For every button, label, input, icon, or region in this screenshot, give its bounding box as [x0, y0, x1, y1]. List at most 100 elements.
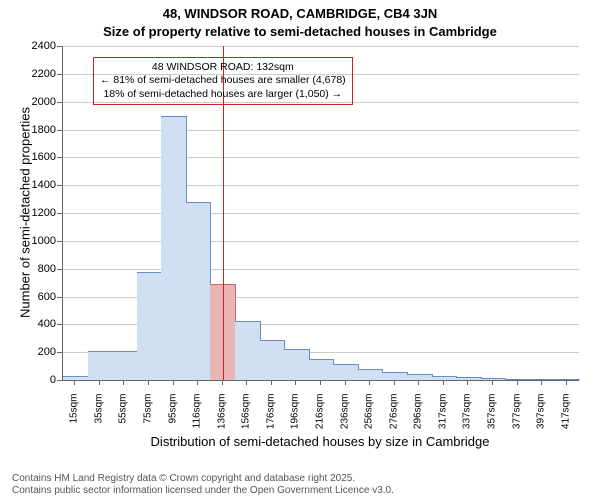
x-tick-mark — [467, 380, 468, 385]
x-tick-mark — [222, 380, 223, 385]
x-tick-mark — [148, 380, 149, 385]
x-tick-label: 296sqm — [413, 394, 424, 434]
x-tick-mark — [492, 380, 493, 385]
x-tick-label: 95sqm — [167, 394, 178, 434]
x-tick-label: 35sqm — [93, 394, 104, 434]
y-tick-mark — [57, 352, 62, 353]
x-tick-mark — [295, 380, 296, 385]
grid-line — [63, 46, 579, 47]
y-tick-label: 0 — [50, 374, 56, 386]
title-line-1: 48, WINDSOR ROAD, CAMBRIDGE, CB4 3JN — [0, 6, 600, 21]
y-tick-mark — [57, 102, 62, 103]
grid-line — [63, 241, 579, 242]
histogram-bar — [235, 321, 261, 380]
x-tick-label: 337sqm — [462, 394, 473, 434]
y-tick-mark — [57, 157, 62, 158]
annotation-line: ← 81% of semi-detached houses are smalle… — [100, 74, 346, 87]
x-tick-label: 377sqm — [511, 394, 522, 434]
x-tick-label: 216sqm — [315, 394, 326, 434]
y-tick-mark — [57, 269, 62, 270]
x-tick-mark — [74, 380, 75, 385]
y-tick-label: 1800 — [32, 124, 56, 136]
x-tick-mark — [271, 380, 272, 385]
histogram-bar — [161, 116, 187, 380]
annotation-line: 18% of semi-detached houses are larger (… — [100, 88, 346, 101]
y-tick-label: 1200 — [32, 207, 56, 219]
y-tick-mark — [57, 213, 62, 214]
y-tick-label: 1400 — [32, 179, 56, 191]
x-tick-label: 156sqm — [241, 394, 252, 434]
y-tick-mark — [57, 46, 62, 47]
x-tick-mark — [320, 380, 321, 385]
y-tick-label: 200 — [38, 346, 56, 358]
x-tick-label: 357sqm — [487, 394, 498, 434]
chart-container: { "title": { "line1": "48, WINDSOR ROAD,… — [0, 0, 600, 500]
y-tick-mark — [57, 130, 62, 131]
y-tick-label: 800 — [38, 263, 56, 275]
histogram-bar — [382, 372, 408, 380]
y-axis-label: Number of semi-detached properties — [18, 93, 33, 333]
x-tick-label: 236sqm — [339, 394, 350, 434]
x-tick-mark — [123, 380, 124, 385]
y-tick-mark — [57, 185, 62, 186]
x-tick-mark — [99, 380, 100, 385]
histogram-bar — [284, 349, 310, 380]
histogram-bar — [137, 272, 163, 380]
histogram-bar — [112, 351, 138, 380]
histogram-bar — [481, 378, 507, 380]
histogram-bar — [260, 340, 286, 380]
histogram-bar — [358, 369, 384, 380]
x-tick-label: 397sqm — [536, 394, 547, 434]
x-tick-mark — [173, 380, 174, 385]
x-tick-mark — [394, 380, 395, 385]
histogram-bar — [456, 377, 482, 380]
x-tick-mark — [443, 380, 444, 385]
x-axis-label: Distribution of semi-detached houses by … — [62, 434, 578, 449]
x-tick-label: 317sqm — [437, 394, 448, 434]
grid-line — [63, 185, 579, 186]
x-tick-mark — [246, 380, 247, 385]
x-tick-label: 75sqm — [143, 394, 154, 434]
x-tick-label: 15sqm — [69, 394, 80, 434]
x-tick-mark — [418, 380, 419, 385]
x-tick-mark — [369, 380, 370, 385]
histogram-bar — [554, 379, 580, 380]
x-tick-label: 176sqm — [265, 394, 276, 434]
annotation-box: 48 WINDSOR ROAD: 132sqm← 81% of semi-det… — [93, 57, 353, 104]
x-tick-label: 55sqm — [118, 394, 129, 434]
y-tick-label: 600 — [38, 291, 56, 303]
x-tick-label: 276sqm — [388, 394, 399, 434]
footer-line-1: Contains HM Land Registry data © Crown c… — [12, 473, 355, 484]
x-tick-mark — [517, 380, 518, 385]
footer-line-2: Contains public sector information licen… — [12, 485, 394, 496]
histogram-bar — [63, 376, 89, 380]
histogram-bar — [505, 379, 531, 380]
histogram-bar — [88, 351, 114, 380]
y-tick-mark — [57, 241, 62, 242]
histogram-bar — [309, 359, 335, 380]
y-tick-mark — [57, 324, 62, 325]
grid-line — [63, 213, 579, 214]
histogram-bar — [432, 376, 458, 380]
histogram-bar — [530, 379, 556, 380]
x-tick-mark — [197, 380, 198, 385]
x-tick-label: 196sqm — [290, 394, 301, 434]
y-tick-label: 2000 — [32, 96, 56, 108]
annotation-line: 48 WINDSOR ROAD: 132sqm — [100, 61, 346, 74]
y-tick-label: 1600 — [32, 151, 56, 163]
y-tick-mark — [57, 297, 62, 298]
y-tick-mark — [57, 74, 62, 75]
y-tick-label: 2400 — [32, 40, 56, 52]
histogram-bar — [186, 202, 212, 380]
x-tick-mark — [541, 380, 542, 385]
x-tick-label: 136sqm — [216, 394, 227, 434]
x-tick-label: 417sqm — [560, 394, 571, 434]
grid-line — [63, 130, 579, 131]
y-tick-label: 1000 — [32, 235, 56, 247]
x-tick-mark — [566, 380, 567, 385]
x-tick-label: 256sqm — [364, 394, 375, 434]
y-tick-label: 400 — [38, 318, 56, 330]
y-tick-label: 2200 — [32, 68, 56, 80]
x-tick-label: 116sqm — [192, 394, 203, 434]
x-tick-mark — [345, 380, 346, 385]
